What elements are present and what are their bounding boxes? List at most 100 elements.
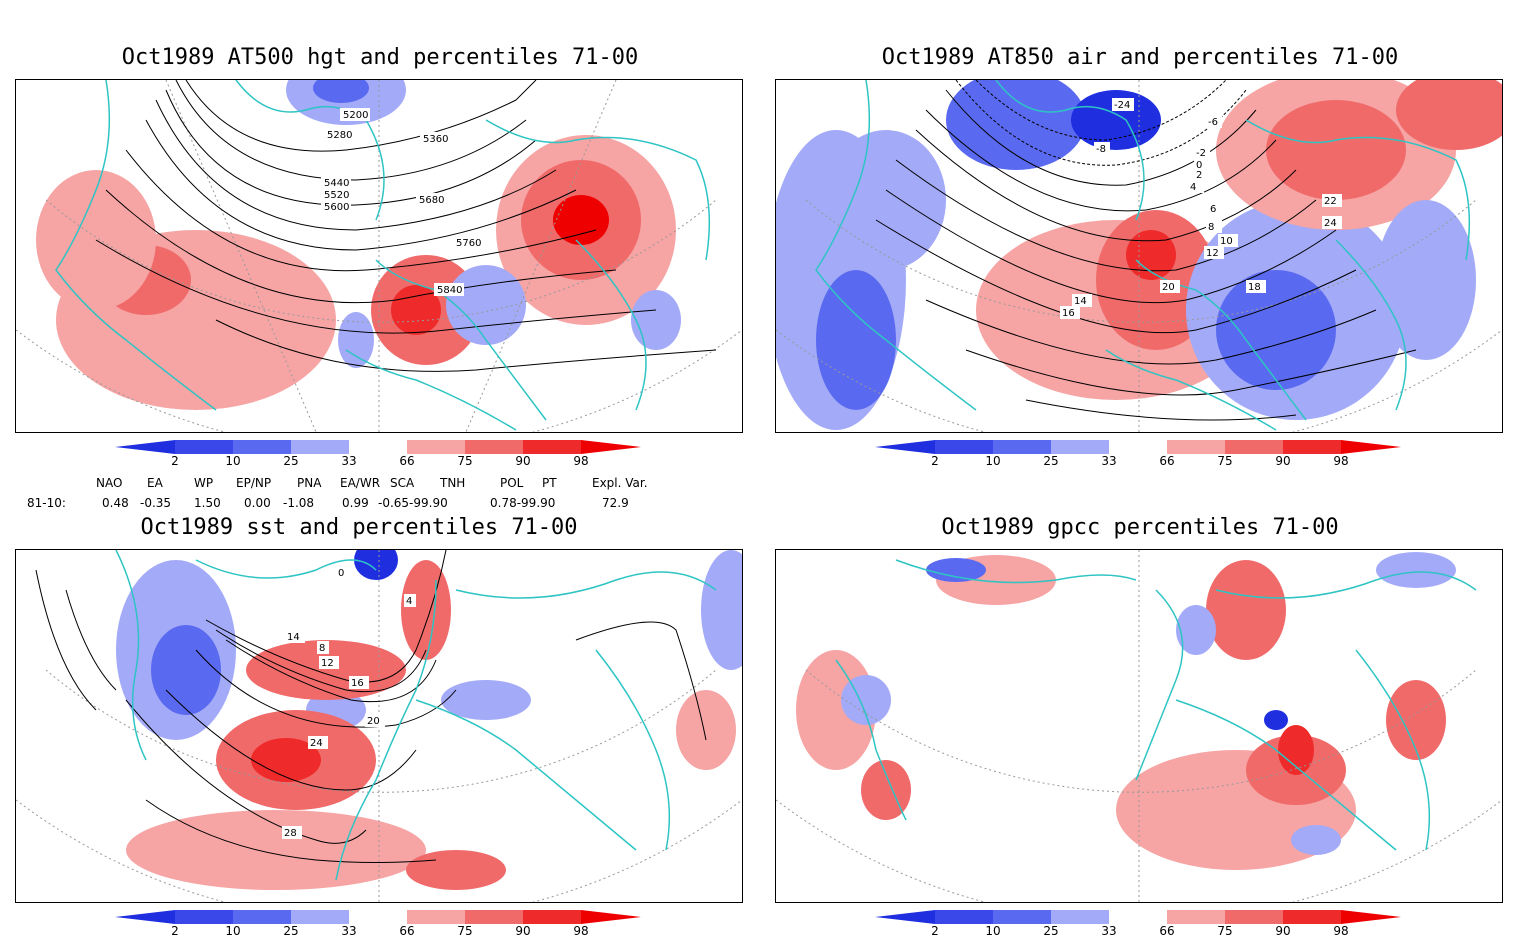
contour-label: 5360 (423, 134, 448, 145)
map-z500: 5200 5280 5360 5440 5520 5600 5680 5760 … (16, 80, 742, 432)
colorbar-tick: 2 (171, 924, 179, 938)
swatch (523, 910, 581, 924)
tele-value: -1.08 (283, 496, 315, 510)
swatch (282, 826, 302, 839)
swatch (1112, 98, 1134, 111)
swatch (453, 236, 483, 249)
shade-europe-cold-mid (1216, 270, 1336, 390)
map-line (155, 99, 557, 231)
swatch (349, 440, 407, 454)
swatch (365, 714, 385, 727)
map-line (815, 80, 977, 411)
tele-value: 72.9 (602, 496, 629, 510)
map-line (1245, 119, 1471, 261)
swatch (233, 440, 291, 454)
swatch (1206, 220, 1222, 233)
colorbar-arrow (581, 440, 641, 454)
colorbar-tick: 90 (515, 924, 531, 938)
grid-gpcc (776, 550, 1502, 902)
colorbar-tick: 25 (283, 454, 299, 468)
shading-sst (116, 550, 742, 890)
coastlines-z500 (55, 80, 711, 431)
swatch (1246, 280, 1266, 293)
map-line (776, 329, 1502, 432)
colorbar-gpcc: 2 10 25 33 66 75 90 98 (875, 910, 1405, 944)
shade-greenland-cold-core (313, 80, 369, 103)
shade-atlantic-warm-core (251, 738, 321, 782)
colorbar-t850: 2 10 25 33 66 75 90 98 (875, 440, 1405, 474)
tele-value: 0.99 (342, 496, 369, 510)
colorbar-tick: 66 (399, 924, 415, 938)
shade-middle-east-dry (1264, 710, 1288, 730)
map-line (335, 579, 437, 881)
map-line (975, 80, 1227, 141)
swatch (416, 193, 446, 206)
colorbar-sst: 2 10 25 33 66 75 90 98 (115, 910, 645, 944)
coastlines-gpcc (835, 559, 1477, 851)
swatch (434, 283, 464, 296)
contour-label: -2 (1196, 148, 1206, 159)
colorbar-tick: 10 (225, 924, 241, 938)
shade-asia-cold (631, 290, 681, 350)
map-line (575, 621, 707, 741)
coastlines-t850 (815, 80, 1471, 431)
swatch (1094, 142, 1110, 155)
contour-labels-z500: 5200 5280 5360 5440 5520 5600 5680 5760 … (321, 108, 483, 296)
colorbar-tick: 2 (931, 454, 939, 468)
swatch (1167, 440, 1225, 454)
map-line (995, 80, 1145, 221)
shade-pacific-cold-mid (151, 625, 221, 715)
map-line (455, 571, 717, 599)
contour-label: 4 (406, 596, 412, 607)
colorbar-tick: 66 (1159, 924, 1175, 938)
swatch (175, 440, 233, 454)
contours-sst (35, 550, 707, 863)
colorbar-tick: 98 (1333, 454, 1349, 468)
map-line (1105, 349, 1277, 431)
map-line (485, 119, 711, 261)
map-line (205, 550, 447, 683)
shade-mexico-wet (861, 760, 911, 820)
swatch (1160, 280, 1180, 293)
colorbar-tick: 33 (341, 924, 357, 938)
grid-t850 (776, 80, 1502, 432)
map-line (1355, 649, 1431, 851)
contour-label: 4 (1190, 182, 1196, 193)
swatch (291, 910, 349, 924)
contour-label: 14 (287, 632, 300, 643)
swatch (1060, 306, 1080, 319)
swatch (1109, 910, 1167, 924)
map-frame-gpcc (775, 549, 1503, 903)
swatch (336, 566, 348, 579)
swatch (935, 910, 993, 924)
colorbar-tick: 75 (1217, 454, 1233, 468)
map-line (35, 569, 97, 711)
swatch (1218, 234, 1238, 247)
map-line (835, 659, 907, 821)
swatch (1283, 440, 1341, 454)
swatch (407, 440, 465, 454)
colorbar-tick: 2 (931, 924, 939, 938)
map-line (65, 589, 117, 691)
map-line (925, 109, 1277, 212)
map-frame-sst: 0 4 8 12 14 16 20 24 28 (15, 549, 743, 903)
swatch (1206, 115, 1222, 128)
tele-value: -0.35 (140, 496, 172, 510)
shade-europe-warm-core (391, 285, 441, 335)
map-t850: -24 -8 -6 -2 0 2 4 6 8 10 12 14 16 18 20… (776, 80, 1502, 432)
map-line (165, 689, 417, 791)
map-line (235, 80, 385, 221)
map-line (215, 629, 427, 693)
contours-z500 (95, 80, 717, 372)
colorbar-arrow (115, 910, 175, 924)
tele-header: EA/WR (340, 476, 381, 490)
swatch (349, 910, 407, 924)
map-line (415, 699, 637, 851)
map-line (225, 639, 437, 703)
map-line (16, 329, 742, 432)
colorbar-arrow (875, 440, 935, 454)
shade-pacific-cold-mid (816, 270, 896, 410)
tele-value: 0.00 (244, 496, 271, 510)
tele-value: 0.48 (102, 496, 129, 510)
colorbar-tick: 98 (1333, 924, 1349, 938)
